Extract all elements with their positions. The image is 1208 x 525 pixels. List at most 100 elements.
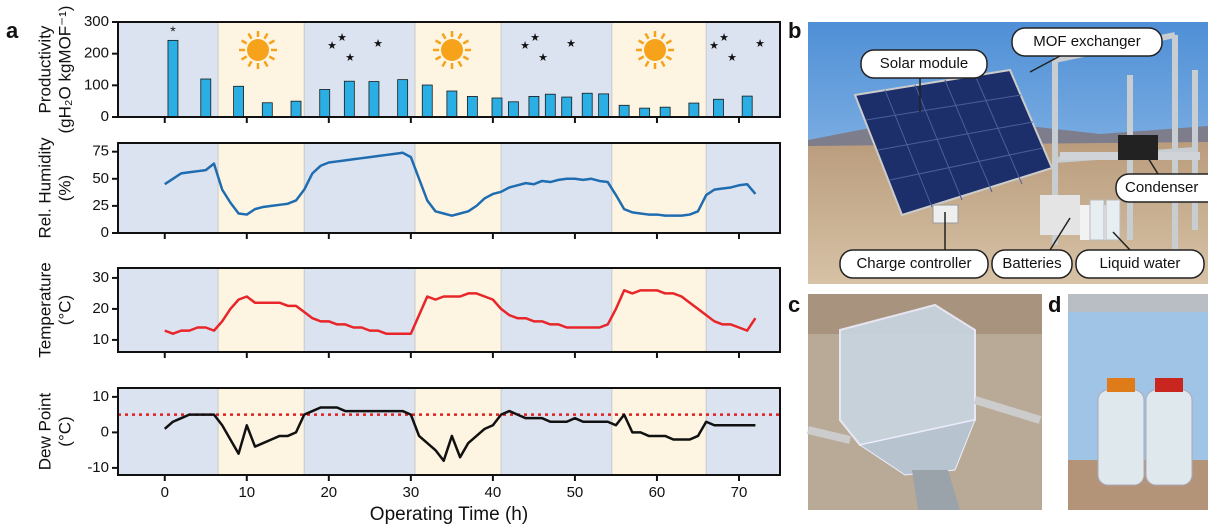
star-icon: ★ bbox=[727, 52, 737, 64]
star-icon: ★ bbox=[345, 52, 355, 64]
bar bbox=[233, 85, 244, 118]
sun-ray bbox=[240, 39, 248, 45]
sun-ray bbox=[637, 39, 645, 45]
bar bbox=[598, 93, 610, 118]
bar bbox=[167, 39, 179, 118]
axes-frame bbox=[117, 267, 781, 353]
x-tick-label: 20 bbox=[320, 484, 337, 501]
day-band bbox=[414, 268, 502, 352]
bar bbox=[528, 96, 540, 118]
bar bbox=[713, 98, 724, 118]
sun-ray bbox=[247, 60, 253, 68]
bar bbox=[466, 96, 478, 118]
sun-ray bbox=[644, 60, 650, 68]
bar bbox=[741, 95, 753, 118]
x-tick-label: 60 bbox=[649, 484, 666, 501]
sun-ray bbox=[637, 55, 645, 61]
photo-label: Liquid water bbox=[1100, 255, 1181, 272]
sun-icon bbox=[441, 39, 463, 61]
y-axis-label: Rel. Humidity bbox=[35, 137, 54, 239]
sun-ray bbox=[263, 60, 269, 68]
star-icon: ★ bbox=[538, 52, 548, 64]
bar bbox=[688, 102, 700, 118]
y-tick-label: 0 bbox=[101, 224, 109, 241]
sun-ray bbox=[457, 32, 463, 40]
y-tick-label: -10 bbox=[87, 459, 109, 476]
bar bbox=[200, 78, 212, 118]
y-tick-label: 75 bbox=[92, 143, 109, 160]
day-night-icons: ★★★★★★★★★★★★ bbox=[239, 31, 765, 69]
x-axis-label: Operating Time (h) bbox=[370, 504, 528, 525]
photo-c bbox=[807, 294, 1042, 510]
sun-icon bbox=[644, 39, 666, 61]
axes-frame bbox=[117, 142, 781, 234]
star-icon: ★ bbox=[530, 32, 540, 44]
bar bbox=[397, 79, 409, 118]
y-axis-label: (%) bbox=[55, 175, 74, 201]
y-axis-label: Dew Point bbox=[35, 392, 54, 470]
photo-b: Solar module MOF exchanger Condenser Cha… bbox=[808, 22, 1208, 284]
sun-ray bbox=[240, 55, 248, 61]
bar bbox=[507, 101, 519, 118]
x-tick-label: 50 bbox=[567, 484, 584, 501]
y-tick-label: 25 bbox=[92, 197, 109, 214]
panel-letter: b bbox=[788, 18, 801, 43]
x-tick-label: 40 bbox=[485, 484, 502, 501]
star-icon: ★ bbox=[327, 40, 337, 52]
series-line bbox=[164, 151, 757, 217]
x-tick-label: 10 bbox=[238, 484, 255, 501]
day-band bbox=[611, 268, 707, 352]
bar bbox=[261, 102, 273, 118]
series-line bbox=[164, 289, 757, 335]
bar bbox=[446, 90, 458, 118]
sun-ray bbox=[441, 60, 447, 68]
bar bbox=[290, 100, 302, 118]
bar bbox=[421, 84, 433, 118]
photo-label: Batteries bbox=[1002, 255, 1061, 272]
bar bbox=[581, 92, 593, 118]
y-tick-label: 50 bbox=[92, 170, 109, 187]
star-icon: ★ bbox=[719, 32, 729, 44]
photo-label: MOF exchanger bbox=[1033, 33, 1141, 50]
bar bbox=[491, 97, 503, 118]
series-line bbox=[163, 406, 756, 463]
sun-ray bbox=[665, 55, 673, 61]
star-icon: ★ bbox=[520, 40, 530, 52]
annotation: * bbox=[170, 23, 176, 39]
day-band bbox=[414, 388, 502, 475]
y-tick-label: 200 bbox=[84, 45, 109, 62]
bar bbox=[618, 104, 630, 118]
y-tick-label: 0 bbox=[101, 423, 109, 440]
axes-frame bbox=[117, 21, 781, 118]
y-tick-label: 0 bbox=[101, 108, 109, 125]
photo-label: Solar module bbox=[880, 55, 968, 72]
sun-ray bbox=[462, 55, 470, 61]
panel-letter: c bbox=[788, 292, 800, 317]
star-icon: ★ bbox=[709, 40, 719, 52]
y-axis-label: (°C) bbox=[55, 416, 74, 446]
y-tick-label: 30 bbox=[92, 269, 109, 286]
sun-ray bbox=[660, 60, 666, 68]
sun-ray bbox=[434, 39, 442, 45]
y-axis-label: (gH₂O kgMOF⁻¹) bbox=[55, 6, 74, 134]
sun-ray bbox=[660, 32, 666, 40]
day-band bbox=[611, 388, 707, 475]
day-band bbox=[218, 388, 305, 475]
star-icon: ★ bbox=[373, 38, 383, 50]
sun-icon bbox=[247, 39, 269, 61]
bar bbox=[544, 93, 556, 118]
panel-letter: d bbox=[1048, 292, 1061, 317]
photo-label: Charge controller bbox=[856, 255, 971, 272]
sun-ray bbox=[644, 32, 650, 40]
sun-ray bbox=[457, 60, 463, 68]
sun-ray bbox=[462, 39, 470, 45]
bar bbox=[319, 89, 331, 118]
day-band bbox=[218, 268, 305, 352]
x-tick-label: 0 bbox=[161, 484, 169, 501]
x-tick-label: 70 bbox=[731, 484, 748, 501]
bar bbox=[639, 107, 651, 118]
day-band bbox=[414, 143, 502, 233]
y-tick-label: 10 bbox=[92, 388, 109, 405]
day-band bbox=[218, 22, 305, 117]
